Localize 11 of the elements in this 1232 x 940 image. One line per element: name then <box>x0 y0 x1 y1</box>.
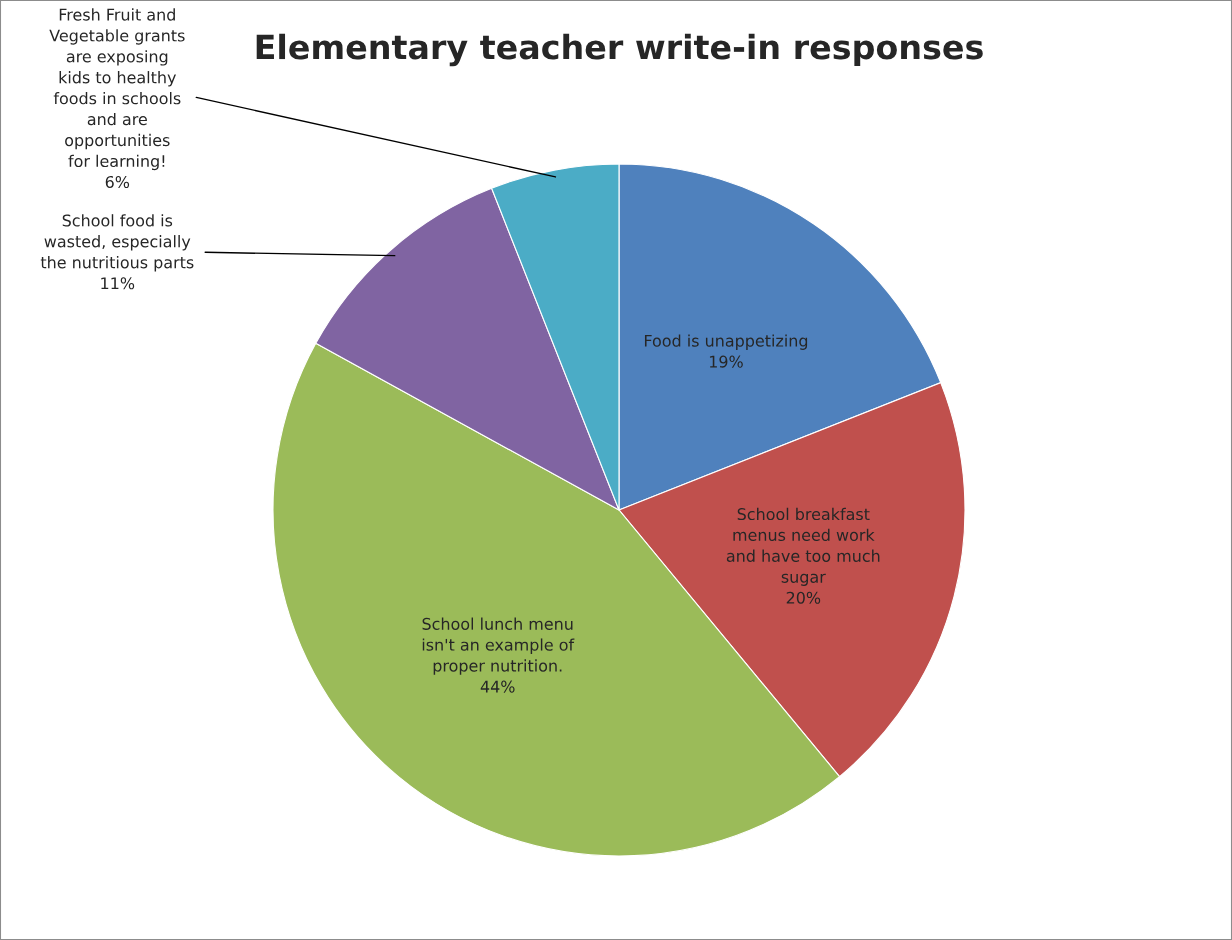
data-label: 6% <box>105 175 130 189</box>
slice-label: School breakfast menus need work and have too much sugar <box>726 507 880 586</box>
slice-label: Food is unappetizing <box>644 334 808 350</box>
slice-label: Fresh Fruit and Vegetable grants are exposing kids to healthy foods in schools and are opportunities for learning! <box>49 8 185 171</box>
slice-label: School lunch menu isn't an example of proper nutrition. <box>422 617 575 675</box>
data-label: 11% <box>101 277 135 290</box>
data-label: 44% <box>480 680 515 693</box>
slice-label: School food is wasted, especially the nutritious parts <box>40 214 194 272</box>
data-label: 19% <box>709 355 743 368</box>
data-label: 20% <box>786 591 821 604</box>
text: Elementary teacher write-in responses <box>256 33 983 67</box>
